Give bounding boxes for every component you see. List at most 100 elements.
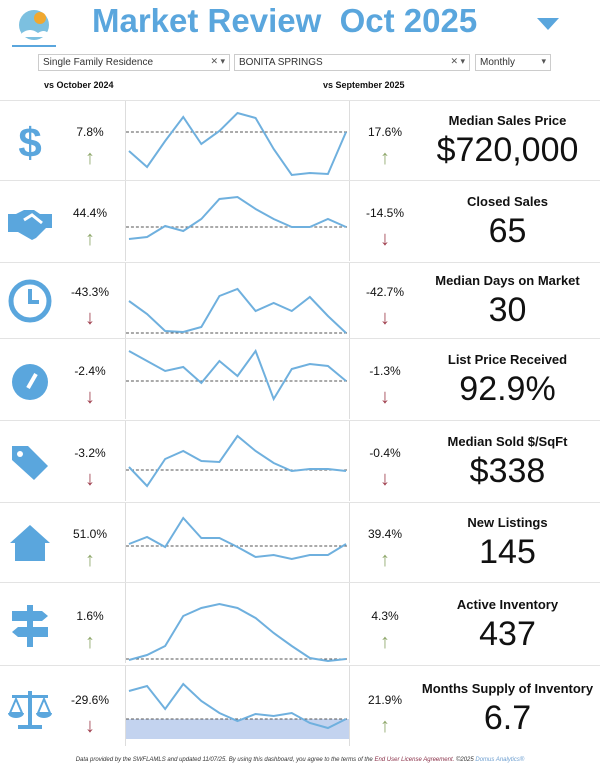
- footer: Data provided by the SWFLAMLS and update…: [0, 757, 600, 763]
- sparkline-chart: [125, 263, 350, 343]
- yoy-up-arrow-icon: ↑: [85, 630, 95, 653]
- trend-line: [128, 348, 347, 402]
- yoy-change: 51.0%: [72, 527, 108, 541]
- metric-label: Active Inventory: [456, 596, 559, 612]
- mom-up-arrow-icon: ↑: [380, 549, 390, 571]
- signpost-icon: [12, 604, 48, 647]
- sparkline-chart: [125, 101, 350, 181]
- metric-row: -2.4% ↓ -1.3% ↓ List Price Received 92.9…: [0, 338, 600, 420]
- gauge-icon: [12, 364, 48, 400]
- mom-change: 21.9%: [367, 692, 403, 707]
- metric-label: List Price Received: [447, 352, 568, 367]
- metric-label: Closed Sales: [467, 194, 548, 209]
- realtors-logo: [12, 10, 56, 47]
- trend-line: [128, 602, 347, 663]
- period-value: Monthly: [480, 57, 516, 68]
- area-value: BONITA SPRINGS: [239, 57, 323, 68]
- metric-value: $338: [469, 452, 546, 490]
- mom-down-arrow-icon: ↓: [380, 386, 390, 408]
- trend-line: [128, 434, 347, 488]
- sparkline-chart: [125, 421, 350, 501]
- yoy-change: 44.4%: [72, 206, 108, 220]
- metric-value: 30: [488, 291, 527, 329]
- trend-line: [128, 287, 347, 334]
- yoy-down-arrow-icon: ↓: [85, 386, 95, 408]
- metric-label: Median Sales Price: [448, 113, 567, 128]
- metric-label: New Listings: [467, 515, 548, 530]
- house-icon: [10, 525, 50, 561]
- mom-header: vs September 2025: [323, 80, 405, 90]
- property-type-value: Single Family Residence: [43, 57, 154, 68]
- trend-line: [128, 111, 347, 177]
- yoy-change: -29.6%: [70, 692, 110, 707]
- metric-value: 65: [488, 212, 527, 250]
- metric-row: -43.3% ↓ -42.7% ↓ Median Days on Market …: [0, 262, 600, 343]
- chevron-down-icon[interactable]: ▾: [541, 56, 546, 66]
- copyright: ©2025: [454, 757, 476, 763]
- eula-link[interactable]: End User License Agreement.: [374, 757, 455, 763]
- dollar-icon: $: [18, 119, 41, 165]
- metric-row: 1.6% ↑ 4.3% ↑ Active Inventory 437: [0, 582, 600, 665]
- yoy-up-arrow-icon: ↑: [85, 549, 95, 571]
- yoy-change: 1.6%: [76, 608, 104, 623]
- metric-value: 145: [479, 533, 536, 571]
- mom-down-arrow-icon: ↓: [380, 228, 390, 250]
- metric-row: -29.6% ↓ 21.9% ↑ Months Supply of Invent…: [0, 665, 600, 750]
- brand-link[interactable]: Domus Analytics®: [475, 757, 525, 763]
- metric-value: 6.7: [483, 698, 532, 737]
- sparkline-chart: [125, 666, 350, 746]
- metric-value: 437: [479, 614, 536, 653]
- yoy-down-arrow-icon: ↓: [85, 307, 95, 329]
- mom-up-arrow-icon: ↑: [380, 147, 390, 169]
- mom-change: 4.3%: [371, 608, 399, 623]
- mom-change: -42.7%: [365, 285, 405, 299]
- handshake-icon: [8, 210, 52, 240]
- mom-change: 17.6%: [367, 125, 403, 139]
- yoy-up-arrow-icon: ↑: [85, 228, 95, 250]
- range-band: [126, 719, 349, 739]
- mom-down-arrow-icon: ↓: [380, 468, 390, 490]
- metric-label: Median Sold $/SqFt: [447, 434, 568, 449]
- mom-up-arrow-icon: ↑: [380, 630, 390, 653]
- trend-line: [128, 682, 347, 730]
- mom-change: -1.3%: [369, 364, 401, 378]
- area-select[interactable]: BONITA SPRINGS ✕ ▾: [234, 54, 470, 71]
- price-tag-icon: [12, 446, 48, 480]
- metric-value: 92.9%: [459, 370, 556, 408]
- metric-row: -3.2% ↓ -0.4% ↓ Median Sold $/SqFt $338: [0, 420, 600, 502]
- yoy-change: 7.8%: [76, 125, 104, 139]
- yoy-change: -3.2%: [74, 446, 106, 460]
- metric-row: 44.4% ↑ -14.5% ↓ Closed Sales 65: [0, 180, 600, 262]
- yoy-header: vs October 2024: [44, 80, 114, 90]
- sparkline-chart: [125, 181, 350, 261]
- clear-chevron-icon[interactable]: ✕ ▾: [450, 56, 465, 66]
- clock-icon: [8, 279, 52, 323]
- trend-line: [128, 516, 347, 561]
- sparkline-chart: [125, 583, 350, 663]
- mom-down-arrow-icon: ↓: [380, 307, 390, 329]
- yoy-down-arrow-icon: ↓: [85, 468, 95, 490]
- metric-value: $720,000: [436, 131, 579, 169]
- mom-change: -14.5%: [365, 206, 405, 220]
- metric-label: Months Supply of Inventory: [421, 680, 594, 696]
- mom-up-arrow-icon: ↑: [380, 714, 390, 737]
- property-type-select[interactable]: Single Family Residence ✕ ▾: [38, 54, 230, 71]
- mom-change: -0.4%: [369, 446, 401, 460]
- title-dropdown-icon[interactable]: [537, 18, 559, 30]
- svg-text:$: $: [18, 119, 41, 165]
- clear-chevron-icon[interactable]: ✕ ▾: [210, 56, 225, 66]
- metric-row: $ 7.8% ↑ 17.6% ↑ Median Sales Price $720…: [0, 100, 600, 181]
- page-title: Market Review Oct 2025: [92, 2, 478, 39]
- mom-change: 39.4%: [367, 527, 403, 541]
- sparkline-chart: [125, 339, 350, 419]
- footer-text: Data provided by the SWFLAMLS and update…: [75, 757, 375, 763]
- scales-icon: [8, 690, 52, 729]
- metric-label: Median Days on Market: [435, 273, 580, 288]
- period-select[interactable]: Monthly ▾: [475, 54, 551, 71]
- sparkline-chart: [125, 503, 350, 583]
- metric-row: 51.0% ↑ 39.4% ↑ New Listings 145: [0, 502, 600, 583]
- yoy-down-arrow-icon: ↓: [85, 714, 95, 737]
- yoy-change: -2.4%: [74, 364, 106, 378]
- trend-line: [128, 195, 347, 240]
- yoy-up-arrow-icon: ↑: [85, 147, 95, 169]
